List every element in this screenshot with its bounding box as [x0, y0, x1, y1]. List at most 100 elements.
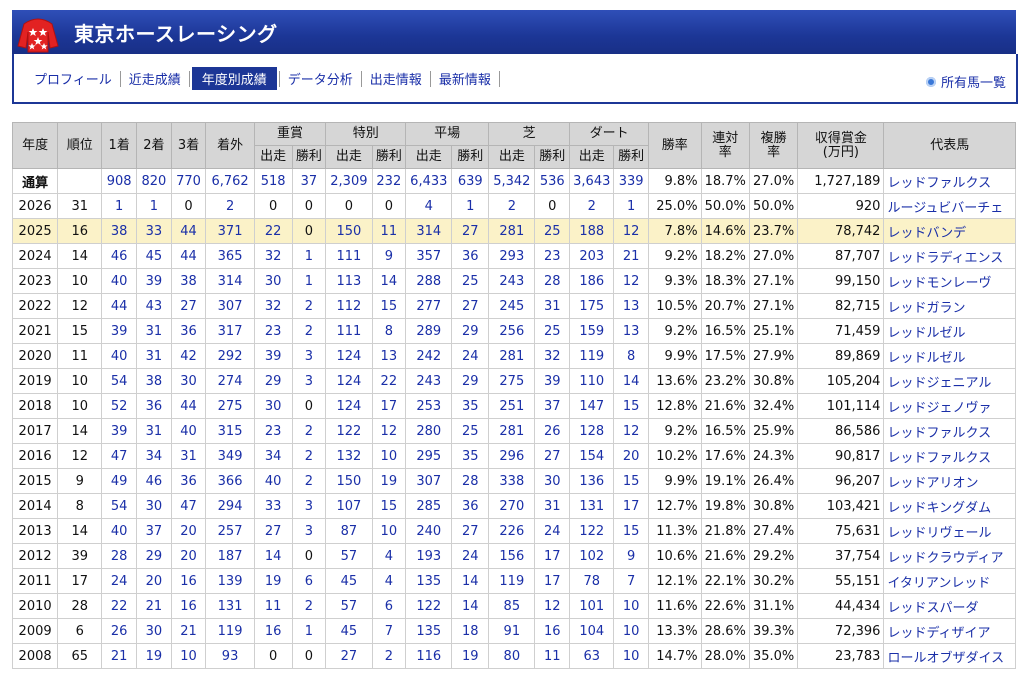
table-cell[interactable]: 113	[325, 268, 373, 294]
table-cell[interactable]: 39	[101, 418, 138, 444]
table-cell[interactable]: 30	[253, 268, 293, 294]
table-cell[interactable]: 107	[325, 493, 373, 519]
table-cell[interactable]: 27	[534, 443, 571, 469]
table-cell[interactable]: 47	[101, 443, 138, 469]
table-cell[interactable]: 112	[325, 293, 373, 319]
table-cell[interactable]: 44	[170, 243, 207, 269]
table-cell[interactable]: 27	[451, 518, 490, 544]
table-cell[interactable]: 3	[291, 343, 327, 369]
table-cell[interactable]: 37	[291, 168, 327, 194]
table-cell[interactable]: 10	[613, 593, 649, 619]
table-cell[interactable]: 119	[205, 618, 255, 644]
table-cell[interactable]: 518	[253, 168, 293, 194]
table-cell[interactable]: 19	[371, 468, 407, 494]
table-cell[interactable]: 12	[613, 268, 649, 294]
table-cell[interactable]: 36	[136, 393, 172, 419]
nav-tab[interactable]: 出走情報	[369, 73, 422, 88]
table-cell[interactable]: 122	[405, 593, 453, 619]
table-cell[interactable]: 14	[613, 368, 649, 394]
table-cell[interactable]: 156	[488, 543, 536, 569]
table-cell[interactable]: 14	[451, 593, 490, 619]
table-cell[interactable]: 11	[253, 593, 293, 619]
table-cell[interactable]: 93	[205, 643, 255, 669]
representative-horse-link[interactable]: レッドラディエンス	[883, 243, 1016, 269]
table-cell[interactable]: 33	[136, 218, 172, 244]
table-cell[interactable]: 9	[613, 543, 649, 569]
table-cell[interactable]: 6,762	[205, 168, 255, 194]
table-cell[interactable]: 31	[534, 293, 571, 319]
table-cell[interactable]: 2	[569, 193, 615, 219]
table-cell[interactable]: 46	[101, 243, 138, 269]
representative-horse-link[interactable]: レッドルゼル	[883, 343, 1016, 369]
table-cell[interactable]: 30	[136, 493, 172, 519]
representative-horse-link[interactable]: レッドファルクス	[883, 418, 1016, 444]
table-cell[interactable]: 251	[488, 393, 536, 419]
table-cell[interactable]: 366	[205, 468, 255, 494]
table-cell[interactable]: 294	[205, 493, 255, 519]
representative-horse-link[interactable]: レッドルゼル	[883, 318, 1016, 344]
representative-horse-link[interactable]: レッドバンデ	[883, 218, 1016, 244]
table-cell[interactable]: 38	[170, 268, 207, 294]
table-cell[interactable]: 253	[405, 393, 453, 419]
table-cell[interactable]: 111	[325, 243, 373, 269]
table-cell[interactable]: 40	[101, 518, 138, 544]
table-cell[interactable]: 39	[253, 343, 293, 369]
table-cell[interactable]: 11	[371, 218, 407, 244]
table-cell[interactable]: 45	[325, 618, 373, 644]
table-cell[interactable]: 1	[291, 618, 327, 644]
table-cell[interactable]: 40	[170, 418, 207, 444]
table-cell[interactable]: 1	[291, 268, 327, 294]
table-cell[interactable]: 12	[534, 593, 571, 619]
table-cell[interactable]: 40	[253, 468, 293, 494]
table-cell[interactable]: 6,433	[405, 168, 453, 194]
table-cell[interactable]: 49	[101, 468, 138, 494]
table-cell[interactable]: 39	[101, 318, 138, 344]
table-cell[interactable]: 32	[534, 343, 571, 369]
table-cell[interactable]: 35	[451, 443, 490, 469]
table-cell[interactable]: 10	[371, 443, 407, 469]
table-cell[interactable]: 314	[205, 268, 255, 294]
table-cell[interactable]: 54	[101, 368, 138, 394]
table-cell[interactable]: 30	[170, 368, 207, 394]
table-cell[interactable]: 28	[101, 543, 138, 569]
table-cell[interactable]: 2	[291, 318, 327, 344]
table-cell[interactable]: 3,643	[569, 168, 615, 194]
table-cell[interactable]: 29	[451, 368, 490, 394]
table-cell[interactable]: 203	[569, 243, 615, 269]
table-cell[interactable]: 122	[569, 518, 615, 544]
table-cell[interactable]: 104	[569, 618, 615, 644]
table-cell[interactable]: 147	[569, 393, 615, 419]
table-cell[interactable]: 339	[613, 168, 649, 194]
table-cell[interactable]: 25	[534, 318, 571, 344]
table-cell[interactable]: 27	[451, 218, 490, 244]
table-cell[interactable]: 7	[371, 618, 407, 644]
table-cell[interactable]: 338	[488, 468, 536, 494]
table-cell[interactable]: 159	[569, 318, 615, 344]
table-cell[interactable]: 639	[451, 168, 490, 194]
owned-horses-label[interactable]: 所有馬一覧	[940, 76, 1006, 91]
table-cell[interactable]: 22	[101, 593, 138, 619]
representative-horse-link[interactable]: レッドモンレーヴ	[883, 268, 1016, 294]
representative-horse-link[interactable]: ルージュビバーチェ	[883, 193, 1016, 219]
table-cell[interactable]: 30	[253, 393, 293, 419]
table-cell[interactable]: 36	[451, 493, 490, 519]
nav-tab[interactable]: 年度別成績	[191, 67, 277, 90]
table-cell[interactable]: 3	[291, 518, 327, 544]
table-cell[interactable]: 10	[613, 643, 649, 669]
table-cell[interactable]: 32	[253, 243, 293, 269]
table-cell[interactable]: 292	[205, 343, 255, 369]
table-cell[interactable]: 45	[136, 243, 172, 269]
table-cell[interactable]: 11	[534, 643, 571, 669]
table-cell[interactable]: 8	[613, 343, 649, 369]
table-cell[interactable]: 349	[205, 443, 255, 469]
table-cell[interactable]: 21	[170, 618, 207, 644]
table-cell[interactable]: 29	[253, 368, 293, 394]
table-cell[interactable]: 281	[488, 343, 536, 369]
table-cell[interactable]: 54	[101, 493, 138, 519]
table-cell[interactable]: 102	[569, 543, 615, 569]
table-cell[interactable]: 277	[405, 293, 453, 319]
table-cell[interactable]: 280	[405, 418, 453, 444]
table-cell[interactable]: 20	[170, 543, 207, 569]
table-cell[interactable]: 45	[325, 568, 373, 594]
table-cell[interactable]: 17	[613, 493, 649, 519]
